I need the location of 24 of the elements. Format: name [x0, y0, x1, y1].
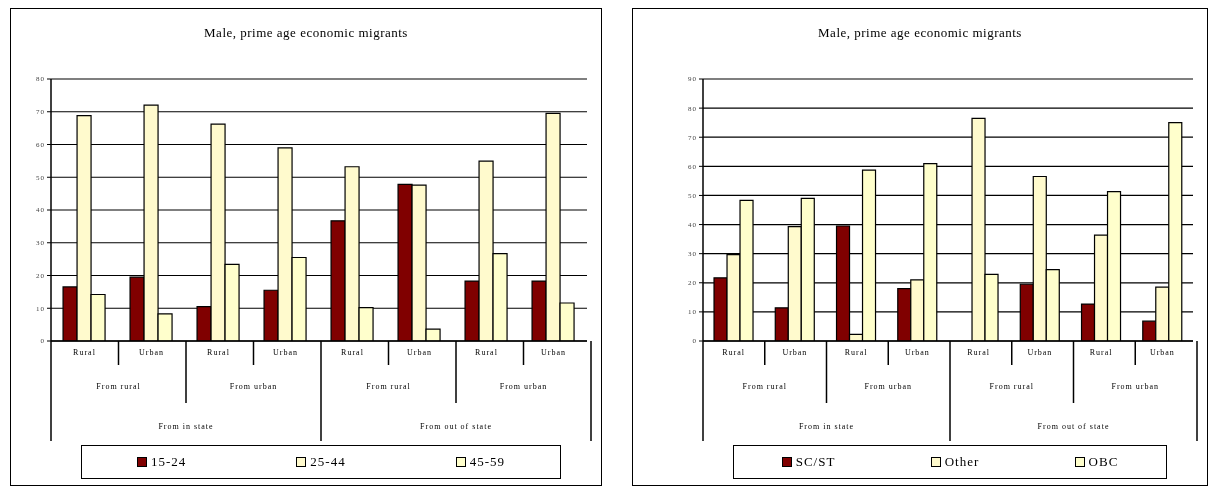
- x-tick-label: Urban: [1149, 347, 1175, 357]
- x-tick-label: Rural: [341, 347, 364, 357]
- x-tick-label: Urban: [782, 347, 808, 357]
- x-tick-label: Urban: [1027, 347, 1053, 357]
- x-tick-label: Urban: [541, 347, 566, 357]
- x-tick-label: Rural: [722, 347, 746, 357]
- x-tick-label: Urban: [904, 347, 930, 357]
- x-tick-label: Urban: [407, 347, 432, 357]
- legend-label: Other: [943, 454, 980, 470]
- legend-label: 15-24: [150, 454, 187, 470]
- x-tick-label: Urban: [139, 347, 164, 357]
- legend-label: SC/ST: [794, 454, 836, 470]
- chart-title: Male, prime age economic migrants: [203, 25, 409, 41]
- chart-title: Male, prime age economic migrants: [817, 25, 1023, 41]
- x-tick-label: Rural: [967, 347, 991, 357]
- x-tick-label: Rural: [475, 347, 498, 357]
- x-tick-label: Rural: [844, 347, 868, 357]
- x-tick-label: Rural: [1089, 347, 1113, 357]
- x-tick-label: Urban: [273, 347, 298, 357]
- x-tick-label: Rural: [73, 347, 96, 357]
- legend-label: 25-44: [309, 454, 346, 470]
- legend-label: 45-59: [468, 454, 505, 470]
- legend-label: OBC: [1087, 454, 1119, 470]
- x-tick-label: Rural: [207, 347, 230, 357]
